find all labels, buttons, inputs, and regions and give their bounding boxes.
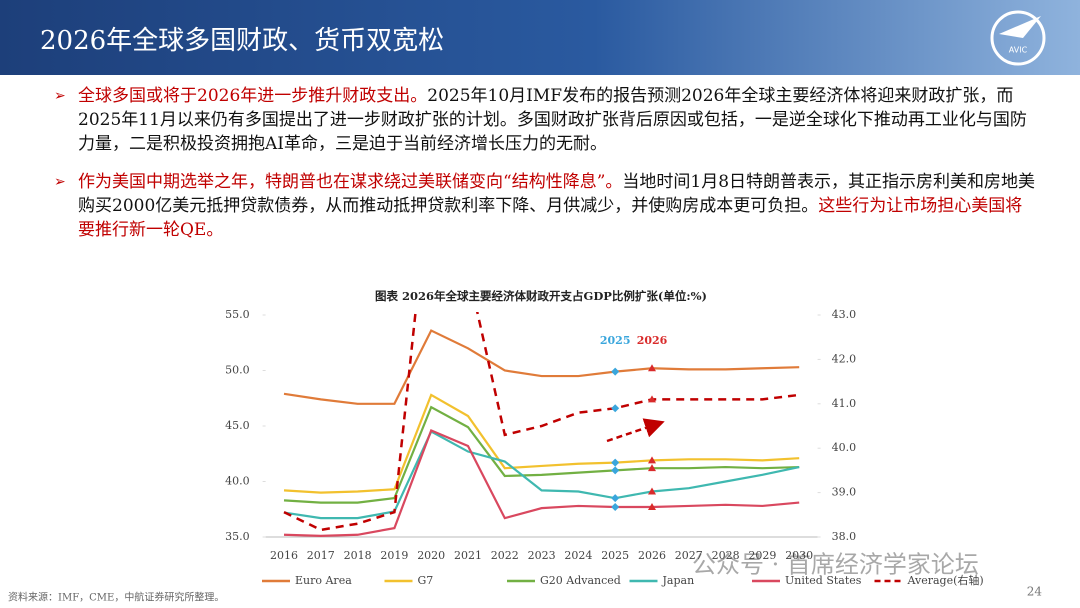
y2-tick-label: 38.0 xyxy=(832,530,857,543)
annotation: 2026 xyxy=(637,334,668,347)
series-line xyxy=(283,428,800,537)
y2-tick-label: 39.0 xyxy=(832,486,857,499)
marker xyxy=(648,487,656,495)
trend-arrow xyxy=(606,418,665,443)
logo-wing xyxy=(999,16,1041,38)
marker xyxy=(648,503,656,511)
marker xyxy=(648,395,656,403)
marker xyxy=(611,404,620,413)
text-run: 2025年10月IMF发布的报告预测2026年全球主要经济体将迎来财政扩张，而2… xyxy=(78,86,1027,154)
y-tick-label: 40.0 xyxy=(225,475,250,488)
legend-label: G20 Advanced xyxy=(540,574,621,587)
bullet-icon: ➢ xyxy=(54,174,66,190)
x-tick-label: 2019 xyxy=(380,549,408,562)
x-tick-label: 2017 xyxy=(307,549,335,562)
x-tick-label: 2016 xyxy=(270,549,298,562)
legend-label: Average(右轴) xyxy=(907,573,984,587)
annotation: 2025 xyxy=(600,334,631,347)
marker xyxy=(648,364,656,372)
y2-tick-label: 40.0 xyxy=(832,441,857,454)
marker xyxy=(611,367,620,376)
logo-ring xyxy=(990,10,1046,66)
watermark: 公众号 · 首席经济学家论坛 xyxy=(692,551,979,579)
x-tick-label: 2023 xyxy=(528,549,556,562)
marker xyxy=(611,494,620,503)
x-tick-label: 2030 xyxy=(785,549,813,562)
legend-label: Euro Area xyxy=(295,574,352,587)
y-tick-label: 55.0 xyxy=(225,308,250,321)
x-tick-label: 2027 xyxy=(675,549,703,562)
bullet: ➢ 全球多国或将于2026年进一步推升财政支出。2025年10月IMF发布的报告预… xyxy=(54,84,1039,156)
x-tick-label: 2028 xyxy=(712,549,740,562)
x-tick-label: 2024 xyxy=(564,549,592,562)
x-tick-label: 2026 xyxy=(638,549,666,562)
x-tick-label: 2029 xyxy=(748,549,776,562)
series-line xyxy=(283,312,800,532)
legend-label: G7 xyxy=(418,574,434,587)
bullet-text: 全球多国或将于2026年进一步推升财政支出。2025年10月IMF发布的报告预测… xyxy=(78,84,1039,156)
bullet-text: 作为美国中期选举之年，特朗普也在谋求绕过美联储变向“结构性降息”。当地时间1月8… xyxy=(78,170,1039,242)
legend-label: Japan xyxy=(662,574,695,587)
x-tick-label: 2020 xyxy=(417,549,445,562)
y2-tick-label: 43.0 xyxy=(832,308,857,321)
bullet: ➢ 作为美国中期选举之年，特朗普也在谋求绕过美联储变向“结构性降息”。当地时间1月… xyxy=(54,170,1039,242)
legend-label: United States xyxy=(785,574,862,587)
bullet-icon: ➢ xyxy=(54,88,66,104)
y2-tick-label: 41.0 xyxy=(832,397,857,410)
marker xyxy=(648,456,656,464)
logo-text: AVIC xyxy=(1009,46,1028,55)
slide-title: 2026年全球多国财政、货币双宽松 xyxy=(40,26,445,56)
marker xyxy=(611,466,620,475)
plot-area xyxy=(283,312,800,537)
logo: AVIC xyxy=(990,10,1046,66)
text-run: 这些行为让市场担心美国将要推行新一轮QE。 xyxy=(78,196,1023,240)
page-number: 24 xyxy=(1027,585,1043,599)
y-tick-label: 50.0 xyxy=(225,364,250,377)
header-bar: 2026年全球多国财政、货币双宽松 AVIC xyxy=(0,0,1080,75)
y2-tick-label: 42.0 xyxy=(832,352,857,365)
y-tick-label: 45.0 xyxy=(225,419,250,432)
x-tick-label: 2021 xyxy=(454,549,482,562)
x-tick-label: 2018 xyxy=(344,549,372,562)
series-line xyxy=(283,405,800,504)
series-line xyxy=(283,430,800,520)
series-line xyxy=(283,329,800,405)
marker xyxy=(611,503,620,512)
marker xyxy=(611,458,620,467)
source: 资料来源：IMF，CME，中航证券研究所整理。 xyxy=(8,591,224,604)
x-tick-label: 2025 xyxy=(601,549,629,562)
marker xyxy=(648,464,656,472)
series-line xyxy=(283,393,800,494)
y-tick-label: 35.0 xyxy=(225,530,250,543)
chart-title: 图表 2026年全球主要经济体财政开支占GDP比例扩张(单位:%) xyxy=(375,289,707,303)
text-run: 全球多国或将于2026年进一步推升财政支出。 xyxy=(78,86,428,106)
x-tick-label: 2022 xyxy=(491,549,519,562)
text-run: 当地时间1月8日特朗普表示，其正指示房利美和房地美购买2000亿美元抵押贷款债券… xyxy=(78,172,1036,216)
text-run: 作为美国中期选举之年，特朗普也在谋求绕过美联储变向“结构性降息”。 xyxy=(78,172,623,192)
